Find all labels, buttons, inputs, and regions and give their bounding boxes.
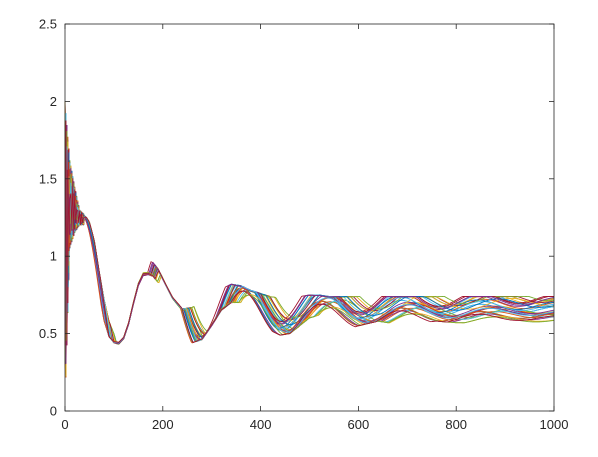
series-line-30 <box>64 161 555 364</box>
y-tick-label: 0.5 <box>39 326 57 341</box>
plot-area <box>65 24 554 411</box>
y-tick-label: 2 <box>50 94 57 109</box>
series-line-35 <box>64 120 555 346</box>
y-axis-ticks: 0 0.5 1 1.5 2 2.5 <box>39 17 554 419</box>
x-tick-label: 400 <box>250 417 272 432</box>
y-tick-label: 1 <box>50 249 57 264</box>
x-tick-label: 1000 <box>540 417 569 432</box>
y-tick-label: 1.5 <box>39 171 57 186</box>
plot-background <box>65 24 554 411</box>
x-axis-ticks: 0 200 400 600 800 1000 <box>61 24 568 432</box>
series-line-32 <box>64 133 555 350</box>
x-tick-label: 200 <box>152 417 174 432</box>
x-tick-label: 800 <box>445 417 467 432</box>
y-tick-label: 2.5 <box>39 17 57 32</box>
x-tick-label: 0 <box>61 417 68 432</box>
axes-frame <box>64 23 555 412</box>
x-tick-label: 600 <box>348 417 370 432</box>
y-tick-label: 0 <box>50 404 57 419</box>
series-layer <box>64 101 555 378</box>
series-line-33 <box>64 117 555 363</box>
axes-box <box>64 23 555 412</box>
